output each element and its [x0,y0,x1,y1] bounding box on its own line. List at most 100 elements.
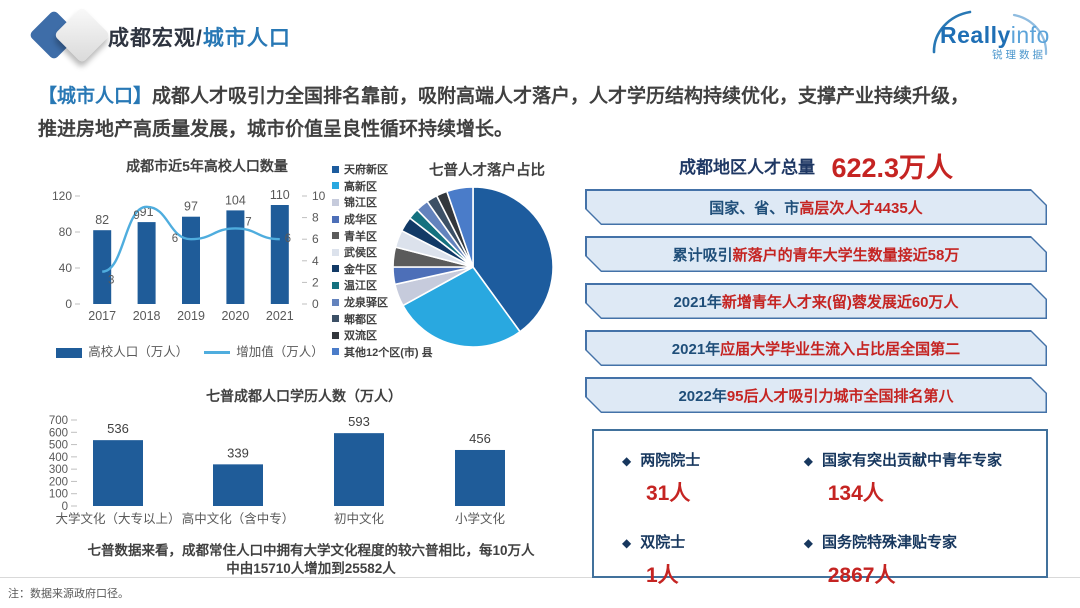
diamond-bullet-icon: ◆ [803,454,813,468]
legend-item: 增加值（万人） [204,341,324,360]
pie-swatch-icon [332,315,339,323]
highlight-box-text: 2021年 应届大学毕业生流入占比居全国第二 [587,332,1046,365]
svg-text:2: 2 [312,275,319,289]
highlight-box-text: 2022年 95后人才吸引力城市全国排名第八 [587,379,1046,412]
pie-legend-item: 高新区 [332,178,432,195]
expert-item: ◆ 双院士 1人 [622,531,804,589]
brand-name-bold: Really [940,22,1011,48]
expert-value: 2867人 [827,564,896,587]
svg-text:200: 200 [49,476,68,488]
brand-arcs-icon [932,10,1048,56]
svg-text:100: 100 [49,489,68,501]
expert-value: 134人 [827,482,884,505]
svg-text:339: 339 [227,445,249,460]
pie-swatch-icon [332,182,339,190]
legend-item: 高校人口（万人） [56,341,188,360]
talent-total-label: 成都地区人才总量 [678,158,815,177]
pie-swatch-icon [332,232,339,240]
svg-text:97: 97 [184,200,198,214]
pie-chart-title: 七普人才落户占比 [429,163,545,179]
svg-text:400: 400 [49,452,68,464]
brand-name-light: info [1010,22,1050,48]
pie-legend-item: 其他12个区(市) 县 [332,344,433,361]
footer-divider [0,577,1080,578]
svg-text:大学文化（大专以上）: 大学文化（大专以上） [55,511,180,526]
expert-value: 31人 [646,482,691,505]
svg-text:7: 7 [245,216,251,228]
svg-text:6: 6 [312,232,319,246]
college-chart-plot: 0 40 80 120 0 2 4 6 8 10 82 91 97 104 110 2017 2018 2019 2… [34,176,346,339]
pie-swatch-icon [332,265,339,273]
expert-item: ◆ 国家有突出贡献中青年专家 134人 [804,449,1040,507]
summary-note: 七普数据来看，成都常住人口中拥有大学文化程度的较六普相比，每10万人 中由157… [55,542,567,578]
svg-text:82: 82 [95,213,109,227]
svg-text:80: 80 [59,225,73,239]
pie-legend-item: 锦江区 [332,194,432,211]
bar-swatch-icon [56,347,83,358]
pie-swatch-icon [332,215,339,223]
pie-swatch-icon [332,198,339,206]
highlight-box-text: 国家、省、市 高层次人才4435人 [587,191,1046,224]
pie-legend-item: 龙泉驿区 [332,294,432,311]
svg-text:500: 500 [49,440,68,452]
svg-text:初中文化: 初中文化 [334,511,385,526]
college-chart-legend: 高校人口（万人） 增加值（万人） [34,341,346,360]
svg-text:8: 8 [312,211,319,225]
pie-swatch-icon [332,331,339,339]
highlight-box: 累计吸引 新落户的青年大学生数量接近58万 [585,236,1047,272]
svg-text:4: 4 [312,254,319,268]
intro-line2: 推进房地产高质量发展，城市价值呈良性循环持续增长。 [38,119,514,140]
svg-text:0: 0 [62,501,68,513]
svg-text:10: 10 [312,189,326,203]
svg-text:2020: 2020 [221,309,249,323]
line-swatch-icon [204,351,231,355]
talent-total-title: 成都地区人才总量 622.3万人 [585,146,1047,185]
expert-item: ◆ 国务院特殊津贴专家 2867人 [804,531,1040,589]
pie-swatch-icon [332,281,339,289]
svg-text:593: 593 [348,414,370,429]
svg-text:0: 0 [65,297,72,311]
pie-legend-item: 青羊区 [332,227,432,244]
highlight-box-text: 累计吸引 新落户的青年大学生数量接近58万 [587,238,1046,271]
highlight-box-text: 2021年 新增青年人才来(留)蓉发展近60万人 [587,285,1046,318]
summary-line2: 中由15710人增加到25582人 [226,561,396,576]
diamond-gray-icon [53,6,111,64]
talent-total-value: 622.3万人 [831,153,954,183]
pie-svg [392,186,554,348]
pie-legend-item: 天府新区 [332,161,432,178]
page-title: 成都宏观/城市人口 [108,22,291,52]
expert-grid: ◆ 两院院士 31人 ◆ 国家有突出贡献中青年专家 134人 ◆ 双院士 1人 ◆ 国务院特殊津贴专… [594,431,1046,589]
brand-subname: 锐理数据 [992,49,1046,61]
svg-text:110: 110 [270,188,290,202]
svg-text:600: 600 [49,427,68,439]
page-title-prefix: 成都宏观/ [108,27,203,50]
svg-text:9: 9 [133,210,139,222]
svg-text:3: 3 [108,275,114,287]
brand-logo: Reallyinfo 锐理数据 [918,6,1066,64]
svg-text:104: 104 [225,193,246,207]
expert-item: ◆ 两院院士 31人 [622,449,804,507]
svg-text:高中文化（含中专）: 高中文化（含中专） [182,511,295,526]
pie-legend-item: 双流区 [332,327,432,344]
education-population-chart: 七普成都人口学历人数（万人） 700 600 500 400 300 200 100 0 536… [28,386,580,545]
pie-legend-item: 金牛区 [332,261,432,278]
svg-text:2021: 2021 [266,309,294,323]
svg-text:536: 536 [107,421,129,436]
pie-legend-item: 郫都区 [332,310,432,327]
summary-line1: 七普数据来看，成都常住人口中拥有大学文化程度的较六普相比，每10万人 [87,543,535,558]
diamond-bullet-icon: ◆ [622,536,632,550]
slide-logo-icon [28,4,111,66]
brand-name: Reallyinfo [940,22,1050,49]
diamond-bullet-icon: ◆ [803,536,813,550]
svg-text:2018: 2018 [133,309,161,323]
svg-text:0: 0 [312,297,319,311]
pie-legend: 天府新区 高新区 锦江区 成华区 青羊区 武侯区 金牛区 温江区 龙泉驿区 郫都区 双流区 其他12个… [332,161,433,361]
svg-text:120: 120 [52,189,72,203]
education-chart-plot: 700 600 500 400 300 200 100 0 536 大学文化（大专以上） 339 高中… [28,406,580,545]
svg-text:700: 700 [49,415,68,427]
expert-panel: ◆ 两院院士 31人 ◆ 国家有突出贡献中青年专家 134人 ◆ 双院士 1人 ◆ 国务院特殊津贴专… [592,429,1048,587]
pie-legend-item: 温江区 [332,277,432,294]
diamond-bullet-icon: ◆ [622,454,632,468]
